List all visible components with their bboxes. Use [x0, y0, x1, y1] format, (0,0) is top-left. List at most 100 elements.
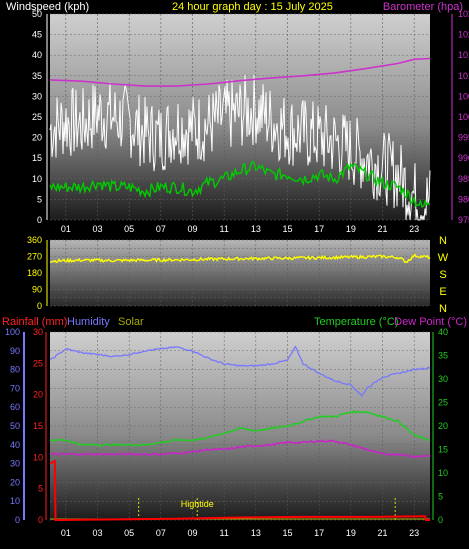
temperature-x-tick-label: 13: [251, 528, 261, 538]
compass-label: W: [438, 252, 449, 264]
barometer-y-tick-label: 1025: [458, 9, 469, 19]
humidity-y-tick-label: 40: [10, 440, 20, 450]
compass-label: E: [439, 286, 446, 298]
barometer-line: [49, 57, 431, 87]
wind-x-tick-label: 05: [124, 224, 134, 234]
wind-x-tick-label: 13: [251, 224, 261, 234]
tide-annotation-label: Hightide: [181, 499, 214, 509]
direction-y-tick-label: 90: [32, 285, 42, 295]
temperature-y-tick-label: 30: [438, 374, 448, 384]
wind-x-tick-label: 03: [92, 224, 102, 234]
temperature-x-tick-label: 03: [92, 528, 102, 538]
wind-x-tick-label: 07: [156, 224, 166, 234]
temperature-x-tick-label: 07: [156, 528, 166, 538]
humidity-y-tick-label: 10: [10, 496, 20, 506]
temperature-line: [49, 409, 431, 447]
temperature-panel: 0102030405060708090100051015202530051015…: [5, 327, 448, 538]
temperature-y-tick-label: 25: [438, 398, 448, 408]
barometer-y-tick-label: 980: [458, 194, 469, 204]
humidity-line: [49, 345, 431, 397]
temperature-x-tick-label: 11: [219, 528, 228, 538]
temperature-x-tick-label: 19: [346, 528, 356, 538]
wind-y-tick-label: 40: [32, 50, 42, 60]
temperature-axis-title: Temperature (°C): [314, 316, 398, 328]
dewpoint-axis-title: Dew Point (°C): [394, 316, 467, 328]
humidity-y-tick-label: 30: [10, 459, 20, 469]
wind-y-tick-label: 10: [32, 174, 42, 184]
wind-x-tick-label: 19: [346, 224, 356, 234]
temperature-y-tick-label: 20: [438, 421, 448, 431]
temperature-x-tick-label: 05: [124, 528, 134, 538]
temperature-x-tick-label: 21: [377, 528, 387, 538]
temperature-y-tick-label: 40: [438, 327, 448, 337]
temperature-x-tick-label: 17: [314, 528, 324, 538]
wind-direction-line: [49, 252, 431, 264]
barometer-y-tick-label: 990: [458, 153, 469, 163]
rainfall-y-tick-label: 10: [33, 452, 43, 462]
wind-y-tick-label: 25: [32, 112, 42, 122]
direction-y-tick-label: 0: [37, 301, 42, 311]
barometer-y-tick-label: 985: [458, 174, 469, 184]
windspeed-axis-title: Windspeed (kph): [6, 1, 89, 13]
humidity-y-tick-label: 20: [10, 477, 20, 487]
temperature-y-tick-label: 15: [438, 445, 448, 455]
wind-x-tick-label: 11: [219, 224, 228, 234]
compass-label: N: [439, 235, 447, 247]
rainfall-y-tick-label: 0: [38, 515, 43, 525]
barometer-y-tick-label: 975: [458, 215, 469, 225]
compass-label: N: [439, 303, 447, 315]
humidity-y-tick-label: 100: [5, 327, 20, 337]
rainfall-line: [49, 459, 430, 521]
rainfall-y-tick-label: 20: [33, 390, 43, 400]
dewpoint-line: [49, 439, 431, 459]
wind-y-tick-label: 15: [32, 153, 42, 163]
temperature-y-tick-label: 35: [438, 351, 448, 361]
direction-y-tick-label: 180: [27, 268, 42, 278]
rainfall-y-tick-label: 15: [33, 421, 43, 431]
wind-y-tick-label: 20: [32, 133, 42, 143]
temperature-y-tick-label: 10: [438, 468, 448, 478]
rainfall-y-tick-label: 25: [33, 358, 43, 368]
direction-y-tick-label: 360: [27, 235, 42, 245]
humidity-y-tick-label: 50: [10, 421, 20, 431]
wind-average-line: [49, 160, 431, 209]
wind-x-tick-label: 21: [377, 224, 387, 234]
wind-x-tick-label: 15: [282, 224, 292, 234]
wind-y-tick-label: 5: [37, 194, 42, 204]
temperature-x-tick-label: 15: [282, 528, 292, 538]
compass-label: S: [439, 269, 446, 281]
wind-y-tick-label: 50: [32, 9, 42, 19]
temperature-x-tick-label: 09: [187, 528, 197, 538]
humidity-axis-title: Humidity: [67, 316, 110, 328]
rainfall-y-tick-label: 30: [33, 327, 43, 337]
barometer-axis-title: Barometer (hpa): [383, 1, 463, 13]
humidity-y-tick-label: 0: [15, 515, 20, 525]
solar-axis-title: Solar: [118, 316, 144, 328]
windspeed-line: [49, 75, 431, 221]
barometer-y-tick-label: 995: [458, 133, 469, 143]
humidity-y-tick-label: 80: [10, 365, 20, 375]
humidity-y-tick-label: 60: [10, 402, 20, 412]
wind-x-tick-label: 23: [409, 224, 419, 234]
temperature-y-tick-label: 0: [438, 515, 443, 525]
rainfall-axis-title: Rainfall (mm): [2, 316, 67, 328]
wind-y-tick-label: 0: [37, 215, 42, 225]
wind-y-tick-label: 30: [32, 91, 42, 101]
wind-panel: 01 03 05 07 09 11 13 15 17 19 21 230510152025303540…: [32, 9, 469, 234]
wind-x-tick-label: 09: [187, 224, 197, 234]
wind-y-tick-label: 45: [32, 30, 42, 40]
humidity-y-tick-label: 70: [10, 383, 20, 393]
wind-x-tick-label: 01: [61, 224, 71, 234]
rainfall-y-tick-label: 5: [38, 484, 43, 494]
chart-title: 24 hour graph day : 15 July 2025: [172, 1, 333, 13]
temperature-x-tick-label: 23: [409, 528, 419, 538]
wind-y-tick-label: 35: [32, 71, 42, 81]
wind-x-tick-label: 17: [314, 224, 324, 234]
